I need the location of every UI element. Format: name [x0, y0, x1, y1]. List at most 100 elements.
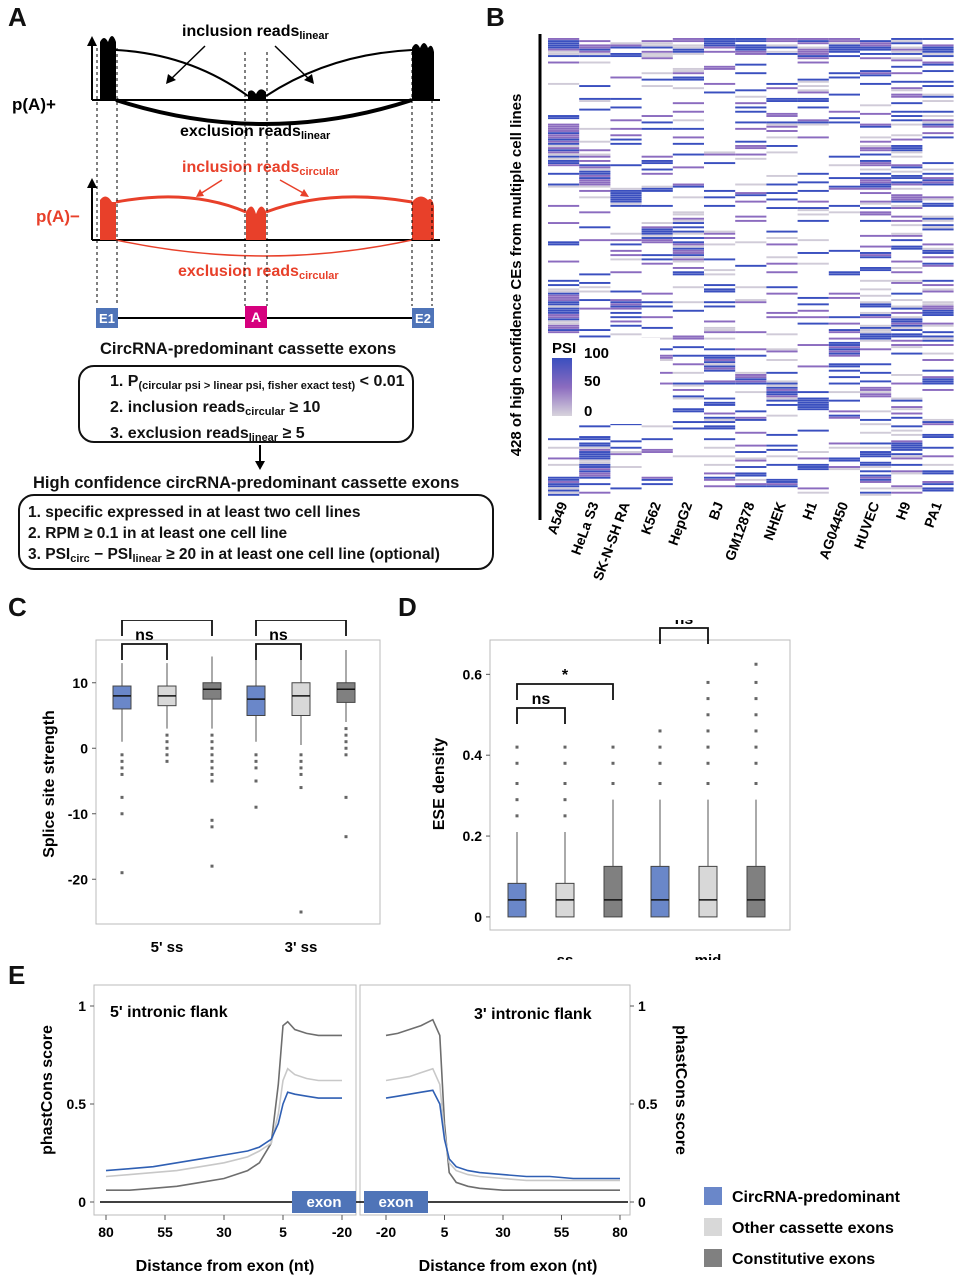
exon-a-label: A: [251, 309, 261, 325]
heatmap-cell: [641, 52, 673, 55]
outlier-point: [344, 740, 348, 744]
panel-e-xlabel-left: Distance from exon (nt): [136, 1258, 315, 1275]
heatmap-cell: [610, 311, 642, 314]
panel-e-frame-right: [359, 984, 631, 1216]
heatmap-cell: [766, 399, 798, 402]
outlier-point: [515, 745, 519, 749]
heatmap-cell: [548, 303, 580, 306]
heatmap-cell: [860, 200, 892, 203]
heatmap-cell: [672, 382, 704, 385]
heatmap-cell: [579, 307, 611, 310]
heatmap-cell: [797, 97, 829, 100]
heatmap-cell: [610, 164, 642, 167]
heatmap-cell: [860, 149, 892, 152]
outlier-point: [344, 733, 348, 737]
exon-box-left: [292, 1191, 356, 1213]
heatmap-cell: [828, 38, 860, 40]
heatmap-cell: [610, 134, 642, 137]
outlier-point: [515, 782, 519, 785]
heatmap-cell: [672, 222, 704, 224]
heatmap-cell: [766, 262, 798, 265]
heatmap-cell: [891, 316, 923, 319]
heatmap-cell: [641, 305, 673, 308]
heatmap-cell: [579, 85, 611, 88]
heatmap-cell: [672, 76, 704, 79]
heatmap-cell: [579, 149, 611, 152]
y-tick-label-right: 1: [638, 998, 646, 1014]
heatmap-cell: [891, 181, 923, 184]
heatmap-cell: [610, 320, 642, 323]
outlier-point: [754, 697, 758, 701]
heatmap-cell: [735, 46, 767, 49]
heatmap-cell: [704, 337, 736, 340]
heatmap-cell: [922, 247, 954, 250]
heatmap-cell: [548, 123, 580, 126]
heatmap-cell: [891, 89, 923, 92]
heatmap-cell: [735, 241, 767, 244]
heatmap-cell: [891, 307, 923, 310]
heatmap-cell: [860, 162, 892, 165]
heatmap-cell: [828, 466, 860, 468]
heatmap-cell: [828, 296, 860, 299]
panel-e-ylabel-left: phastCons score: [39, 1025, 56, 1155]
heatmap-cell: [641, 222, 673, 224]
heatmap-cell: [579, 448, 611, 451]
heatmap-cell: [579, 425, 611, 428]
outlier-point: [165, 740, 169, 744]
heatmap-cell: [922, 470, 954, 473]
heatmap-cell: [641, 451, 673, 453]
heatmap-cell: [704, 162, 736, 165]
heatmap-cell: [860, 46, 892, 49]
heatmap-cell: [579, 239, 611, 242]
heatmap-cell: [922, 279, 954, 282]
heatmap-cell: [766, 82, 798, 85]
heatmap-cell: [704, 301, 736, 304]
heatmap-cell: [766, 112, 798, 115]
heatmap-cell: [610, 301, 642, 304]
heatmap-cell: [704, 91, 736, 94]
heatmap-cell: [860, 57, 892, 60]
heatmap-cell: [704, 421, 736, 424]
box: [112, 685, 132, 710]
heatmap-cell: [860, 335, 892, 338]
heatmap-cell: [797, 451, 829, 453]
heatmap-cell: [891, 194, 923, 197]
heatmap-cell: [891, 149, 923, 152]
outlier-point: [210, 759, 214, 763]
heatmap-cell: [860, 461, 892, 464]
heatmap-cell: [704, 348, 736, 351]
panel-a-diagram: p(A)+ inclusion readslinear exclusion re…: [12, 23, 440, 328]
heatmap-cell: [672, 87, 704, 90]
heatmap-cell: [922, 436, 954, 438]
heatmap-cell: [922, 70, 954, 73]
heatmap-cell: [548, 50, 580, 53]
heatmap-cell: [672, 230, 704, 233]
heatmap-cell: [797, 207, 829, 209]
heatmap-cell: [641, 172, 673, 175]
pa-minus-exon-a-peak: [246, 206, 266, 240]
heatmap-cell: [735, 331, 767, 334]
heatmap-cell: [891, 339, 923, 342]
heatmap-cell: [891, 453, 923, 456]
heatmap-cell: [891, 134, 923, 137]
heatmap-cell: [891, 57, 923, 60]
heatmap-cell: [766, 87, 798, 90]
heatmap-cell: [860, 333, 892, 336]
heatmap-cell: [797, 172, 829, 175]
cell-line-label: H9: [892, 499, 913, 521]
heatmap-cell: [766, 174, 798, 177]
heatmap-cell: [641, 50, 673, 53]
cell-line-label: BJ: [705, 500, 726, 522]
heatmap-cell: [579, 127, 611, 130]
heatmap-cell: [579, 461, 611, 464]
heatmap-cell: [735, 147, 767, 150]
heatmap-cell: [766, 311, 798, 314]
y-tick-label: 0: [474, 909, 482, 925]
heatmap-cell: [735, 485, 767, 488]
heatmap-cell: [891, 245, 923, 248]
heatmap-cell: [922, 455, 954, 458]
heatmap-cell: [610, 200, 642, 203]
heatmap-cell: [641, 55, 673, 58]
heatmap-cell: [828, 164, 860, 167]
heatmap-cell: [860, 476, 892, 479]
